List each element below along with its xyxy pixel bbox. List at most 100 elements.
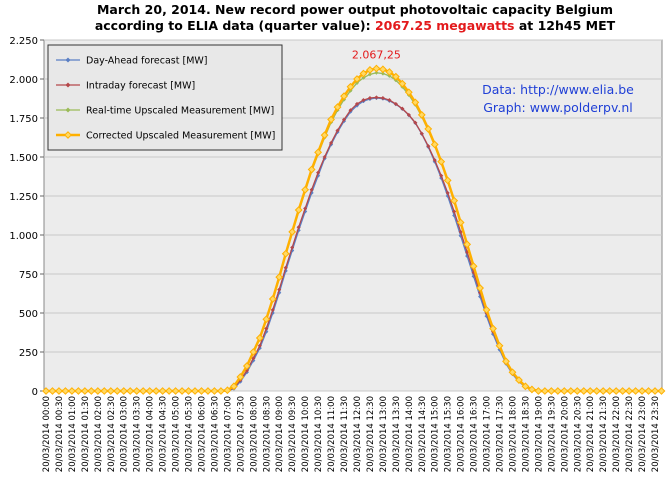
point-marker [586, 387, 595, 395]
y-tick-label: 2.000 [9, 75, 38, 86]
x-tick-label: 20/03/2014 02:30 [107, 396, 117, 472]
x-tick-label: 20/03/2014 05:30 [185, 396, 195, 472]
point-marker [378, 65, 387, 74]
x-tick-label: 20/03/2014 06:30 [210, 396, 220, 472]
point-marker [566, 387, 575, 395]
point-marker [346, 82, 355, 91]
legend-marker [64, 131, 72, 139]
subtitle-suffix: at 12h45 MET [515, 18, 616, 33]
point-marker [217, 387, 225, 395]
y-tick-label: 1.000 [9, 231, 38, 242]
point-marker [463, 240, 472, 249]
x-tick-label: 20/03/2014 10:00 [301, 396, 311, 472]
legend-label: Corrected Upscaled Measurement [MW] [86, 131, 275, 142]
point-marker [599, 387, 608, 395]
point-marker [424, 125, 433, 133]
x-tick-label: 20/03/2014 07:00 [223, 396, 233, 472]
point-marker [528, 385, 536, 394]
point-marker [48, 387, 57, 395]
y-tick-label: 1.250 [9, 192, 38, 203]
point-marker [55, 387, 63, 395]
point-marker [443, 176, 452, 185]
annotation: Graph: www.polderpv.nl [483, 100, 633, 115]
y-tick-label: 500 [19, 309, 38, 320]
point-marker [197, 387, 206, 395]
chart-subtitle: according to ELIA data (quarter value): … [95, 18, 616, 33]
point-marker [301, 185, 310, 194]
x-tick-label: 20/03/2014 08:00 [249, 396, 259, 472]
point-marker [145, 387, 154, 395]
point-marker [426, 143, 431, 149]
point-marker [380, 71, 386, 76]
point-marker [106, 387, 115, 395]
x-tick-label: 20/03/2014 17:00 [483, 396, 493, 472]
point-marker [456, 218, 465, 227]
x-tick-label: 20/03/2014 07:30 [236, 396, 246, 472]
point-marker [255, 334, 264, 342]
x-tick-label: 20/03/2014 21:00 [586, 396, 596, 472]
point-marker [341, 117, 347, 122]
point-marker [275, 273, 284, 282]
point-marker [452, 209, 457, 214]
point-marker [417, 110, 426, 119]
point-marker [307, 165, 316, 174]
x-tick-label: 20/03/2014 16:00 [457, 396, 467, 472]
point-marker [348, 108, 353, 113]
x-tick-label: 20/03/2014 22:30 [625, 396, 635, 472]
x-tick-label: 20/03/2014 21:30 [599, 396, 609, 472]
x-tick-label: 20/03/2014 01:00 [68, 396, 78, 472]
point-marker [391, 72, 400, 81]
point-marker [309, 187, 314, 192]
point-marker [638, 387, 646, 395]
point-marker [361, 97, 366, 103]
point-marker [515, 376, 523, 384]
point-marker [437, 157, 446, 166]
point-marker [268, 295, 277, 303]
point-marker [353, 75, 361, 83]
point-marker [236, 373, 245, 381]
point-marker [288, 227, 297, 236]
point-marker [432, 157, 437, 163]
x-tick-label: 20/03/2014 12:00 [353, 396, 363, 472]
point-marker [445, 190, 450, 196]
point-marker [592, 387, 601, 395]
point-marker [534, 387, 543, 395]
point-marker [495, 341, 504, 350]
point-marker [354, 101, 360, 107]
x-tick-label: 20/03/2014 23:30 [651, 396, 661, 472]
x-tick-label: 20/03/2014 18:00 [508, 396, 518, 472]
x-tick-label: 20/03/2014 00:30 [55, 396, 65, 472]
point-marker [132, 387, 141, 395]
x-tick-label: 20/03/2014 08:30 [262, 396, 272, 472]
legend-label: Real-time Upscaled Measurement [MW] [86, 106, 274, 117]
point-marker [450, 196, 459, 205]
point-marker [270, 307, 275, 313]
x-tick-label: 20/03/2014 13:30 [392, 396, 402, 472]
point-marker [242, 362, 251, 370]
point-marker [165, 387, 174, 395]
point-marker [178, 387, 186, 395]
point-marker [249, 348, 258, 356]
point-marker [303, 206, 308, 211]
x-tick-label: 20/03/2014 04:30 [159, 396, 169, 472]
point-marker [87, 387, 96, 395]
point-marker [290, 245, 295, 250]
x-tick-label: 20/03/2014 00:00 [42, 396, 52, 472]
point-marker [560, 387, 569, 395]
point-marker [257, 343, 262, 348]
subtitle-prefix: according to ELIA data (quarter value): [95, 18, 375, 33]
y-tick-label: 1.500 [9, 153, 38, 164]
x-tick-label: 20/03/2014 03:30 [133, 396, 143, 472]
point-marker [372, 64, 381, 73]
point-marker [521, 382, 530, 391]
point-marker [335, 128, 340, 133]
point-marker [333, 103, 342, 111]
point-marker [126, 387, 135, 395]
x-tick-label: 20/03/2014 10:30 [314, 396, 324, 472]
point-marker [359, 69, 368, 78]
subtitle-highlight: 2067.25 megawatts [375, 18, 515, 33]
point-marker [482, 305, 491, 314]
point-marker [320, 131, 329, 140]
x-tick-label: 20/03/2014 11:00 [327, 396, 337, 472]
